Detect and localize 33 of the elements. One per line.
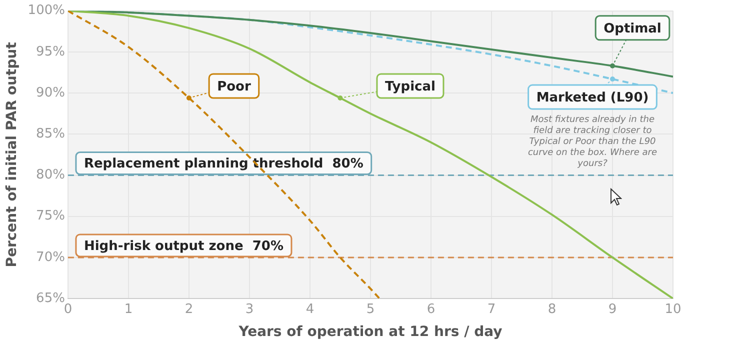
- x-axis-title: Years of operation at 12 hrs / day: [238, 324, 502, 340]
- y-tick-label: 100%: [28, 3, 65, 18]
- y-tick-label: 70%: [36, 250, 65, 265]
- x-tick-label: 7: [487, 302, 496, 317]
- annotation: Optimal: [604, 21, 662, 36]
- annotation: Typical: [384, 79, 436, 94]
- ref-line-label: High-risk output zone 70%: [84, 238, 284, 254]
- y-tick-label: 65%: [36, 290, 65, 306]
- x-tick-label: 2: [184, 302, 194, 317]
- y-tick-label: 90%: [36, 85, 65, 100]
- x-tick-label: 4: [306, 302, 314, 317]
- annotation: Marketed (L90): [536, 90, 649, 106]
- x-tick-label: 3: [245, 302, 254, 317]
- x-tick-label: 8: [548, 302, 556, 317]
- y-axis-title: Percent of initial PAR output: [4, 42, 20, 268]
- x-tick-label: 1: [124, 302, 133, 317]
- y-tick-label: 95%: [36, 44, 65, 60]
- x-tick-label: 10: [664, 302, 682, 317]
- y-tick-label: 80%: [36, 168, 65, 183]
- point: [186, 95, 192, 100]
- point: [610, 63, 615, 68]
- annotation: Most fixtures already in the field are tracking closer to Typical or Poor than the L90 curve on the box. Where are yours?: [528, 114, 658, 169]
- line-series: [68, 10, 673, 299]
- y-tick-label: 85%: [36, 126, 65, 142]
- point: [338, 95, 343, 100]
- y-tick-label: 75%: [36, 208, 65, 224]
- x-tick-label: 5: [366, 302, 375, 317]
- x-tick-label: 0: [64, 302, 72, 317]
- ref-line-label: Replacement planning threshold 80%: [84, 156, 364, 172]
- x-tick-label: 6: [426, 302, 436, 317]
- x-tick-label: 9: [608, 302, 617, 317]
- annotation: Poor: [217, 79, 252, 94]
- point: [610, 76, 615, 82]
